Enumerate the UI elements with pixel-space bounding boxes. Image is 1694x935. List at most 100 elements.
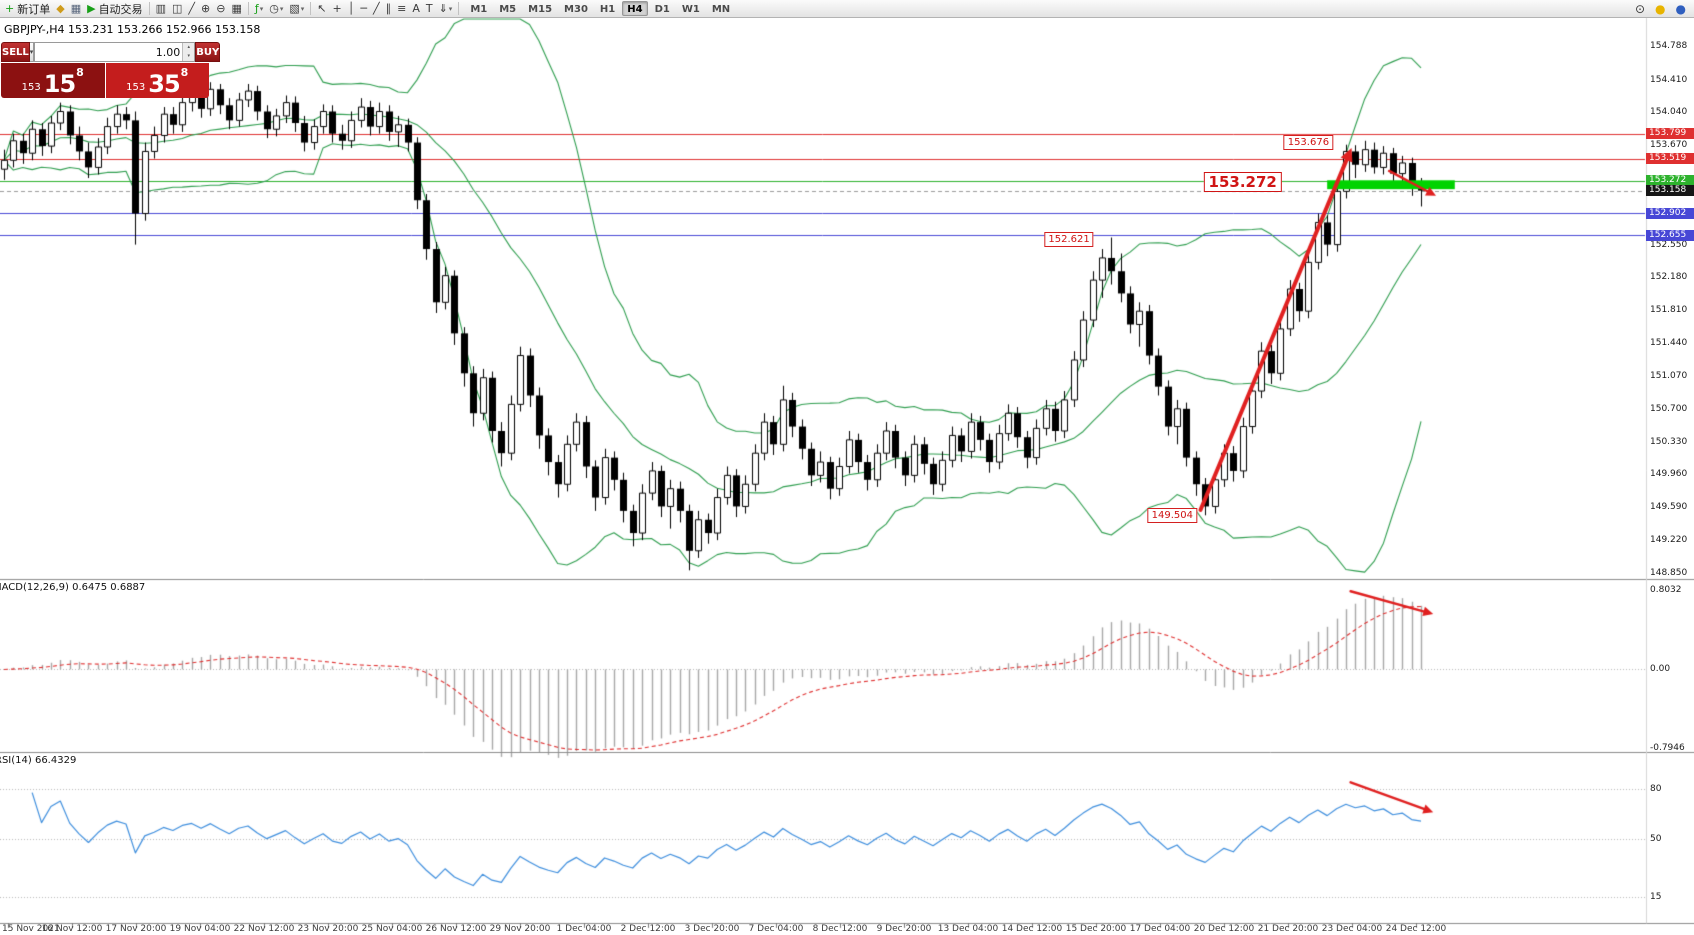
crosshair-icon[interactable]: + xyxy=(330,1,345,17)
time-axis-label: 16 Nov 12:00 xyxy=(41,924,103,934)
chat-icon[interactable]: ● xyxy=(1673,1,1689,17)
annotation-153.676[interactable]: 153.676 xyxy=(1283,134,1334,150)
price-axis-label: 150.330 xyxy=(1650,436,1688,447)
time-axis-label: 24 Dec 12:00 xyxy=(1385,924,1447,934)
zoom-out-icon[interactable]: ⊖ xyxy=(213,1,228,17)
horizontal-line-icon[interactable]: ─ xyxy=(357,1,370,17)
price-axis-label: 152.550 xyxy=(1650,239,1688,250)
profiles-icon: ◆ xyxy=(56,1,65,15)
rsi-indicator-label: RSI(14) 66.4329 xyxy=(0,755,77,766)
time-axis-label: 15 Nov 2021 xyxy=(2,924,60,934)
bar-chart-icon[interactable]: ▥ xyxy=(153,1,169,17)
volume-input[interactable] xyxy=(35,43,183,61)
timeframe-w1[interactable]: W1 xyxy=(681,4,700,15)
timeframe-m15[interactable]: M15 xyxy=(528,4,553,15)
trade-panel-prices: 153 15 8 153 35 8 xyxy=(1,63,209,98)
add-indicator-icon[interactable]: ƒ ▾ xyxy=(252,1,266,17)
time-axis-label: 19 Nov 04:00 xyxy=(169,924,231,934)
buy-price-display[interactable]: 153 35 8 xyxy=(105,63,209,98)
search-icon: ⊙ xyxy=(1634,1,1646,16)
time-axis-label: 20 Dec 12:00 xyxy=(1193,924,1255,934)
time-axis-label: 17 Nov 20:00 xyxy=(105,924,167,934)
periods-icon[interactable]: ◷ ▾ xyxy=(266,1,286,17)
price-tag-153.519: 153.519 xyxy=(1646,153,1694,165)
sell-price-display[interactable]: 153 15 8 xyxy=(1,63,105,98)
candlestick-chart-icon: ◫ xyxy=(171,1,183,15)
tile-windows-icon[interactable]: ▦ xyxy=(228,1,244,17)
fibonacci-icon[interactable]: ≡ xyxy=(394,1,409,17)
zoom-in-icon[interactable]: ⊕ xyxy=(198,1,213,17)
timeframe-m1[interactable]: M1 xyxy=(470,4,488,15)
cursor-icon[interactable]: ↖ xyxy=(314,1,329,17)
time-axis-label: 25 Nov 04:00 xyxy=(361,924,423,934)
timeframe-m30[interactable]: M30 xyxy=(564,4,588,15)
chat-icon: ● xyxy=(1675,1,1686,16)
one-click-trading-panel: SELL ▾ ▴ ▾ BUY 153 15 8 153 35 8 xyxy=(1,42,221,98)
annotation-152.621[interactable]: 152.621 xyxy=(1044,232,1094,248)
timeframe-h1[interactable]: H1 xyxy=(599,4,616,15)
sell-price-point: 8 xyxy=(76,66,84,79)
new-order-button[interactable]: + 新订单 xyxy=(2,1,53,17)
text-icon: A xyxy=(412,1,420,15)
price-axis-label: 149.960 xyxy=(1650,469,1688,480)
timeframe-m5[interactable]: M5 xyxy=(499,4,517,15)
buy-price-point: 8 xyxy=(180,66,189,79)
equidistant-channel-icon[interactable]: ∥ xyxy=(383,1,395,17)
time-axis-label: 14 Dec 12:00 xyxy=(1001,924,1063,934)
label-icon[interactable]: T xyxy=(423,1,436,17)
search-icon[interactable]: ⊙ xyxy=(1632,1,1648,17)
rsi-axis-label: 80 xyxy=(1650,784,1662,794)
trendline-icon[interactable]: ╱ xyxy=(370,1,383,17)
price-axis-label: 152.180 xyxy=(1650,272,1688,283)
zoom-in-icon: ⊕ xyxy=(201,1,211,15)
buy-button[interactable]: BUY xyxy=(195,42,221,62)
cursor-icon: ↖ xyxy=(317,1,327,15)
time-axis-label: 21 Dec 20:00 xyxy=(1257,924,1319,934)
price-axis-label: 154.410 xyxy=(1650,74,1688,85)
fibonacci-icon: ≡ xyxy=(397,1,407,15)
volume-decrease-button[interactable]: ▾ xyxy=(183,52,195,61)
annotation-149.504[interactable]: 149.504 xyxy=(1147,508,1197,524)
profiles-icon[interactable]: ◆ xyxy=(53,1,67,17)
trendline-icon: ╱ xyxy=(372,1,380,15)
macd-indicator-label: MACD(12,26,9) 0.6475 0.6887 xyxy=(0,582,146,593)
templates-icon[interactable]: ▧ ▾ xyxy=(286,1,307,17)
time-axis-label: 29 Nov 20:00 xyxy=(489,924,551,934)
volume-increase-button[interactable]: ▴ xyxy=(183,43,195,52)
toolbar-separator xyxy=(247,2,249,15)
market-watch-icon[interactable]: ▦ xyxy=(68,1,84,17)
price-tag-153.272: 153.272 xyxy=(1646,175,1694,187)
label-icon: T xyxy=(425,1,433,15)
new-order-icon: + xyxy=(5,1,15,15)
order-type-dropdown[interactable]: ▾ xyxy=(29,42,35,62)
autotrading-icon: ▶ xyxy=(87,1,96,15)
toolbar-separator xyxy=(458,2,460,15)
timeframe-h4[interactable]: H4 xyxy=(622,1,648,16)
news-icon[interactable]: ● xyxy=(1652,1,1668,17)
autotrading-button-label: 自动交易 xyxy=(98,2,143,16)
horizontal-line-icon: ─ xyxy=(360,1,367,15)
chevron-down-icon: ▾ xyxy=(279,4,284,13)
vertical-line-icon: │ xyxy=(347,1,355,15)
timeframe-d1[interactable]: D1 xyxy=(654,4,670,15)
candlestick-chart-icon[interactable]: ◫ xyxy=(169,1,185,17)
vertical-line-icon[interactable]: │ xyxy=(345,1,358,17)
arrows-stamp-icon[interactable]: ⇓ ▾ xyxy=(436,1,456,17)
annotation-153.272[interactable]: 153.272 xyxy=(1203,172,1282,193)
line-chart-icon[interactable]: ╱ xyxy=(185,1,198,17)
line-chart-icon: ╱ xyxy=(188,1,195,15)
toolbar-right: ⊙ ● ● xyxy=(1632,1,1694,17)
text-icon[interactable]: A xyxy=(409,1,423,17)
price-tag-152.655: 152.655 xyxy=(1646,229,1694,241)
timeframe-toolbar: M1 M5 M15 M30 H1 H4 D1 W1 MN xyxy=(464,1,736,16)
macd-axis-label: -0.7946 xyxy=(1650,743,1685,753)
price-axis-label: 153.670 xyxy=(1650,140,1688,151)
timeframe-mn[interactable]: MN xyxy=(711,4,731,15)
time-axis-label: 8 Dec 12:00 xyxy=(812,924,868,934)
equidistant-channel-icon: ∥ xyxy=(385,1,392,15)
trade-panel-controls: SELL ▾ ▴ ▾ BUY xyxy=(1,42,221,62)
autotrading-button[interactable]: ▶ 自动交易 xyxy=(84,1,145,17)
sell-price-major: 153 xyxy=(21,82,41,93)
sell-button[interactable]: SELL xyxy=(1,42,30,62)
